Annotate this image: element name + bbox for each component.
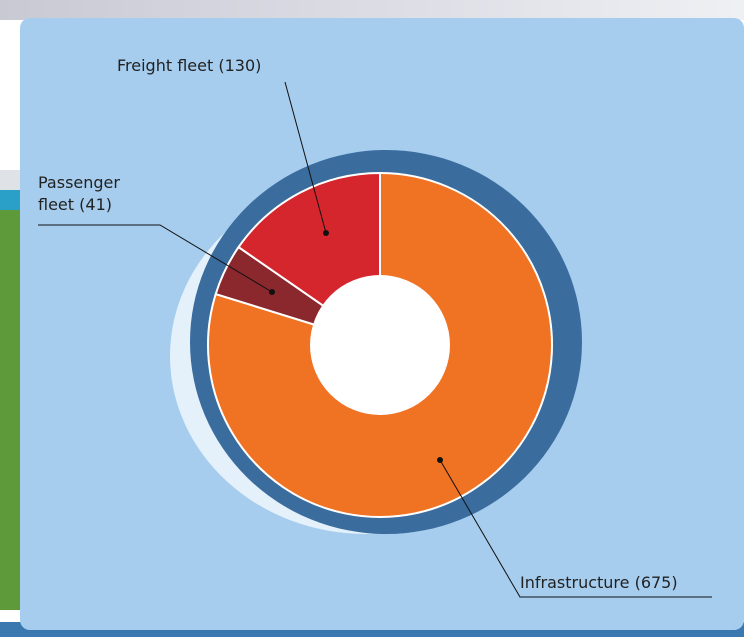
slice-label: Freight fleet (130) xyxy=(117,55,261,77)
slice-label: Passenger fleet (41) xyxy=(38,172,138,216)
category-label: Passenger fleet xyxy=(38,173,120,214)
value-label: (41) xyxy=(79,195,112,214)
leader-dot xyxy=(269,289,275,295)
leader-dot xyxy=(323,230,329,236)
leader-dot xyxy=(437,457,443,463)
slice-label: Infrastructure (675) xyxy=(520,572,678,594)
category-label: Freight fleet xyxy=(117,56,214,75)
value-label: (675) xyxy=(634,573,678,592)
leader-line xyxy=(38,224,273,293)
value-label: (130) xyxy=(218,56,262,75)
donut-hole xyxy=(310,275,450,415)
category-label: Infrastructure xyxy=(520,573,630,592)
leader-line xyxy=(439,459,712,598)
top-bar xyxy=(0,0,744,20)
leader-line xyxy=(284,81,327,234)
